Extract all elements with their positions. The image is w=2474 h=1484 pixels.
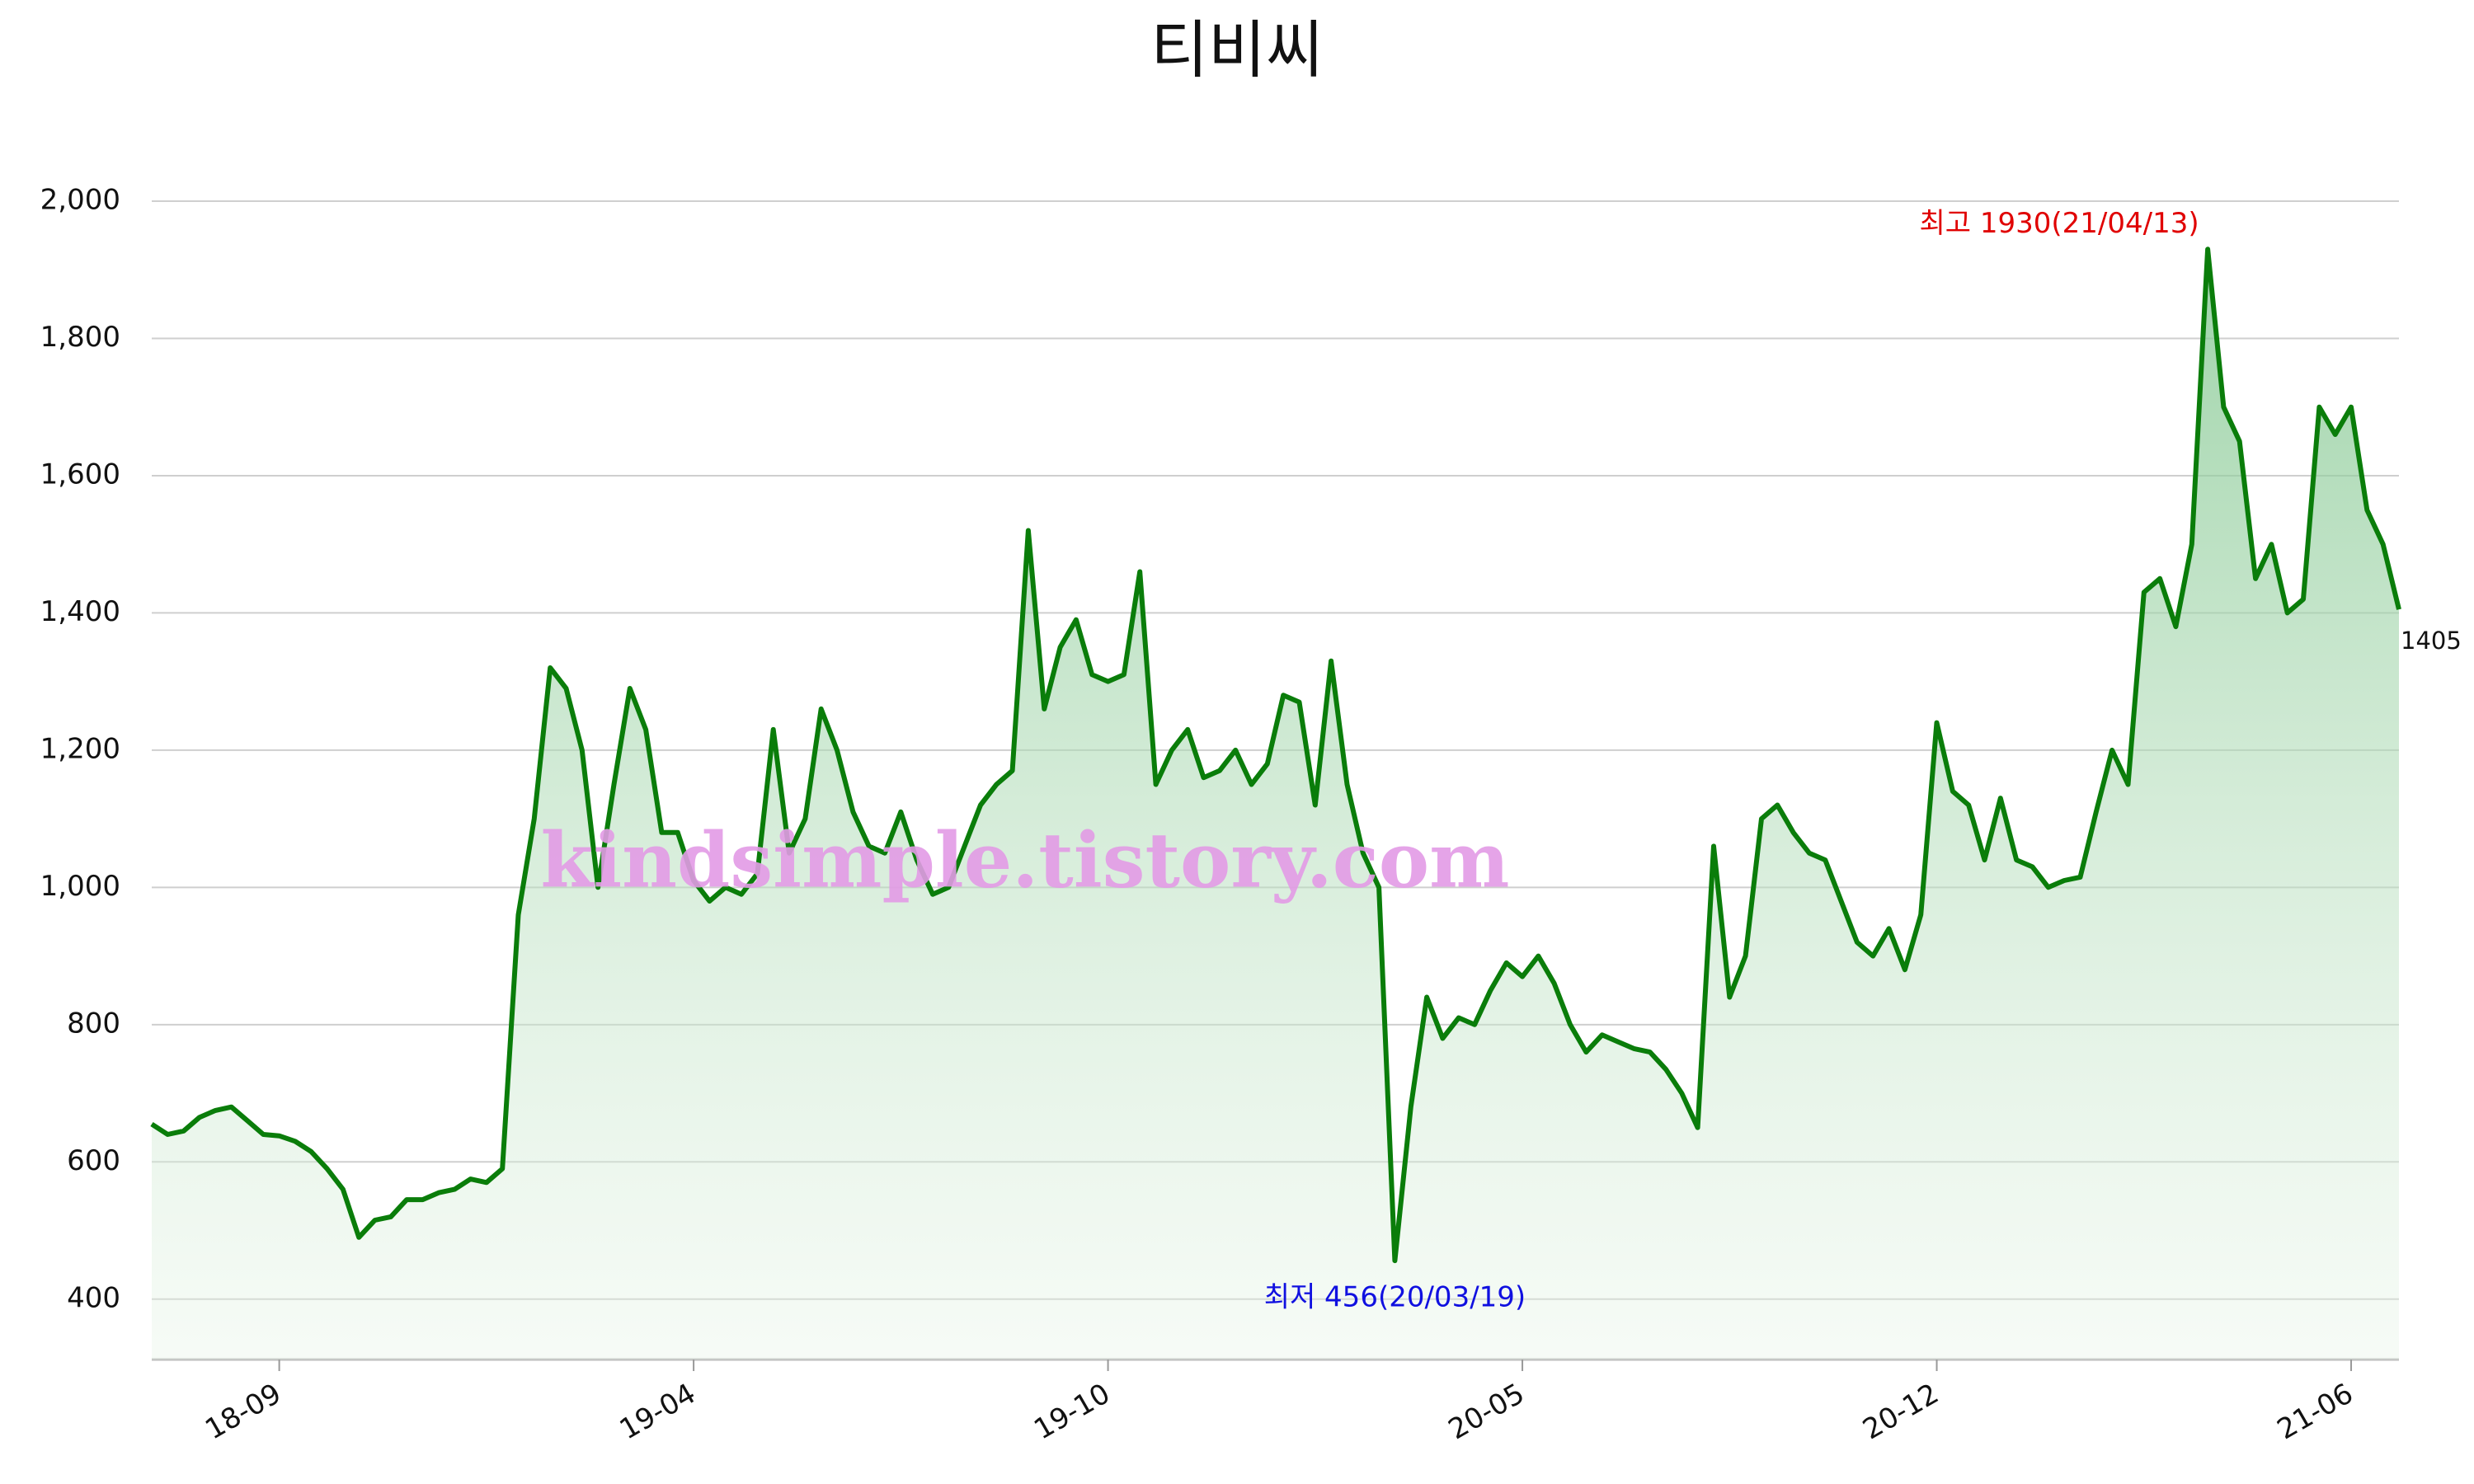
last-value-label: 1405 — [2401, 627, 2462, 655]
x-tick-label: 18-09 — [200, 1377, 287, 1446]
y-tick-label: 1,600 — [40, 458, 120, 491]
y-tick-label: 1,200 — [40, 732, 120, 765]
y-tick-label: 600 — [67, 1144, 120, 1177]
x-tick-label: 19-04 — [614, 1377, 702, 1446]
y-tick-label: 800 — [67, 1007, 120, 1040]
min-annotation: 최저 456(20/03/19) — [1264, 1281, 1526, 1314]
y-tick-label: 400 — [67, 1281, 120, 1314]
y-tick-label: 2,000 — [40, 184, 120, 217]
x-tick-label: 20-05 — [1443, 1377, 1531, 1446]
area — [152, 249, 2399, 1360]
chart-title: 티비씨 — [1150, 13, 1324, 87]
max-annotation: 최고 1930(21/04/13) — [1920, 207, 2199, 240]
watermark: kindsimple.tistory.com — [540, 816, 1509, 905]
y-tick-label: 1,800 — [40, 321, 120, 354]
x-tick-label: 20-12 — [1857, 1377, 1945, 1446]
x-tick-label: 19-10 — [1028, 1377, 1116, 1446]
line — [150, 247, 2401, 1264]
y-tick-label: 1,000 — [40, 870, 120, 903]
y-tick-label: 1,400 — [40, 595, 120, 628]
x-tick-label: 21-06 — [2272, 1377, 2359, 1446]
